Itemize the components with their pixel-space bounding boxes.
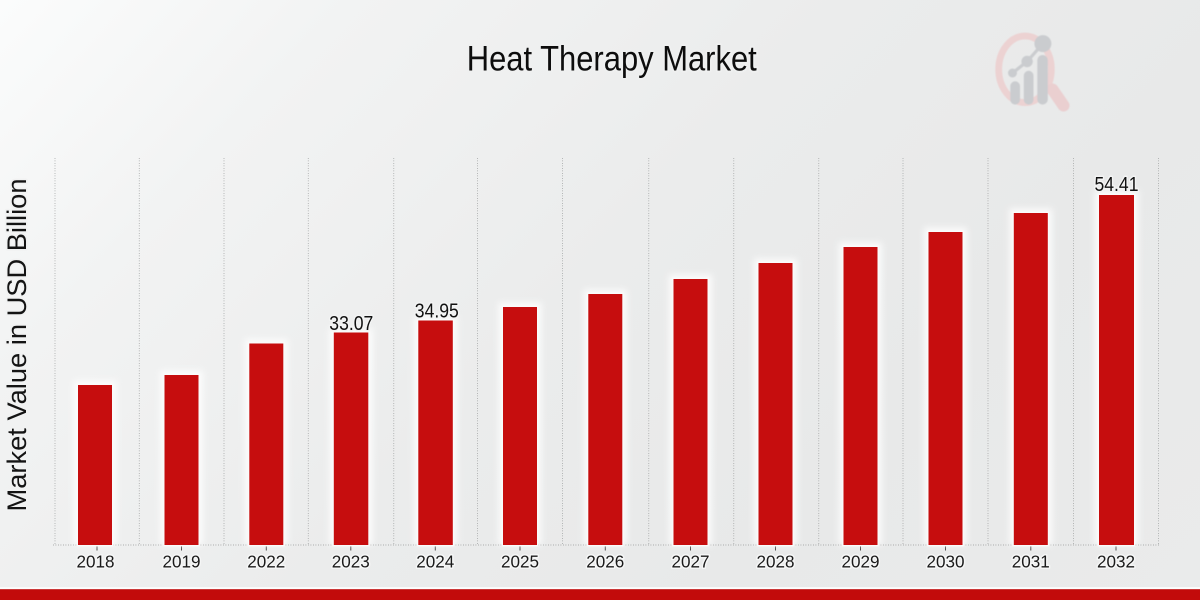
svg-text:34.95: 34.95	[415, 301, 459, 323]
svg-text:2031: 2031	[1012, 552, 1050, 572]
svg-text:2029: 2029	[842, 552, 880, 572]
svg-text:2027: 2027	[672, 552, 710, 572]
svg-text:2032: 2032	[1097, 552, 1135, 572]
svg-text:2030: 2030	[927, 552, 965, 572]
svg-text:2025: 2025	[501, 552, 539, 572]
svg-text:33.07: 33.07	[329, 313, 373, 335]
svg-text:54.41: 54.41	[1095, 174, 1139, 196]
svg-text:2024: 2024	[416, 552, 454, 572]
svg-text:2026: 2026	[586, 552, 624, 572]
svg-text:2018: 2018	[77, 552, 115, 572]
svg-text:Heat Therapy Market: Heat Therapy Market	[467, 39, 757, 78]
svg-text:2019: 2019	[163, 552, 201, 572]
svg-text:2022: 2022	[247, 552, 285, 572]
svg-text:Market Value in USD Billion: Market Value in USD Billion	[2, 179, 32, 512]
svg-text:2023: 2023	[332, 552, 370, 572]
svg-text:2028: 2028	[757, 552, 795, 572]
